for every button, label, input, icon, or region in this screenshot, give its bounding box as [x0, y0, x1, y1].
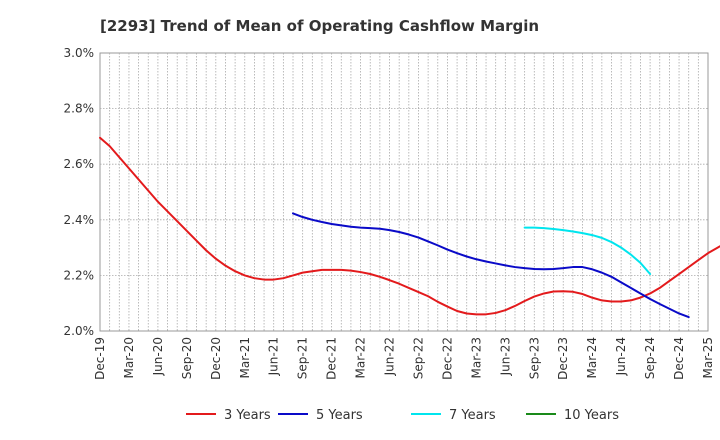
x-tick-label: Sep-23 [527, 337, 541, 379]
y-tick-label: 2.6% [64, 157, 95, 171]
y-tick-label: 2.0% [64, 324, 95, 338]
x-tick-label: Mar-24 [585, 337, 599, 378]
series-lines [99, 136, 720, 319]
plot-area [99, 52, 709, 332]
legend: 3 Years 5 Years 7 Years 10 Years [186, 408, 619, 423]
x-tick-label: Jun-21 [267, 337, 281, 376]
grid [100, 53, 708, 331]
y-axis: 3.0% 2.8% 2.6% 2.4% 2.2% 2.0% [64, 46, 95, 338]
y-tick-label: 3.0% [64, 46, 95, 60]
x-tick-label: Mar-25 [701, 337, 715, 378]
x-tick-label: Dec-20 [209, 337, 223, 380]
x-tick-label: Dec-22 [440, 337, 454, 380]
legend-label: 7 Years [449, 408, 496, 423]
y-tick-label: 2.4% [64, 213, 95, 227]
y-tick-label: 2.8% [64, 102, 95, 116]
x-tick-label: Sep-22 [411, 337, 425, 379]
series-line-5-years [292, 212, 690, 319]
plot-border [99, 52, 709, 332]
x-tick-label: Dec-24 [672, 337, 686, 380]
series-line-3-years [99, 136, 720, 316]
x-tick-label: Sep-24 [643, 337, 657, 379]
series-line-7-years [523, 226, 652, 276]
legend-label: 10 Years [564, 408, 619, 423]
x-tick-label: Mar-20 [122, 337, 136, 378]
x-tick-label: Jun-20 [151, 337, 165, 376]
x-tick-label: Mar-21 [238, 337, 252, 378]
x-tick-label: Mar-23 [469, 337, 483, 378]
x-tick-label: Sep-21 [296, 337, 310, 379]
x-tick-label: Dec-23 [556, 337, 570, 380]
x-tick-label: Jun-23 [498, 337, 512, 376]
y-tick-label: 2.2% [64, 268, 95, 282]
x-tick-label: Jun-24 [614, 337, 628, 376]
chart-title: [2293] Trend of Mean of Operating Cashfl… [100, 17, 539, 35]
x-tick-label: Jun-22 [383, 337, 397, 376]
x-tick-label: Dec-19 [93, 337, 107, 380]
x-tick-label: Dec-21 [325, 337, 339, 380]
legend-label: 5 Years [316, 408, 363, 423]
legend-label: 3 Years [224, 408, 271, 423]
x-tick-label: Mar-22 [354, 337, 368, 378]
x-axis: Dec-19 Mar-20 Jun-20 Sep-20 Dec-20 Mar-21 Jun-… [93, 337, 715, 380]
x-tick-label: Sep-20 [180, 337, 194, 379]
